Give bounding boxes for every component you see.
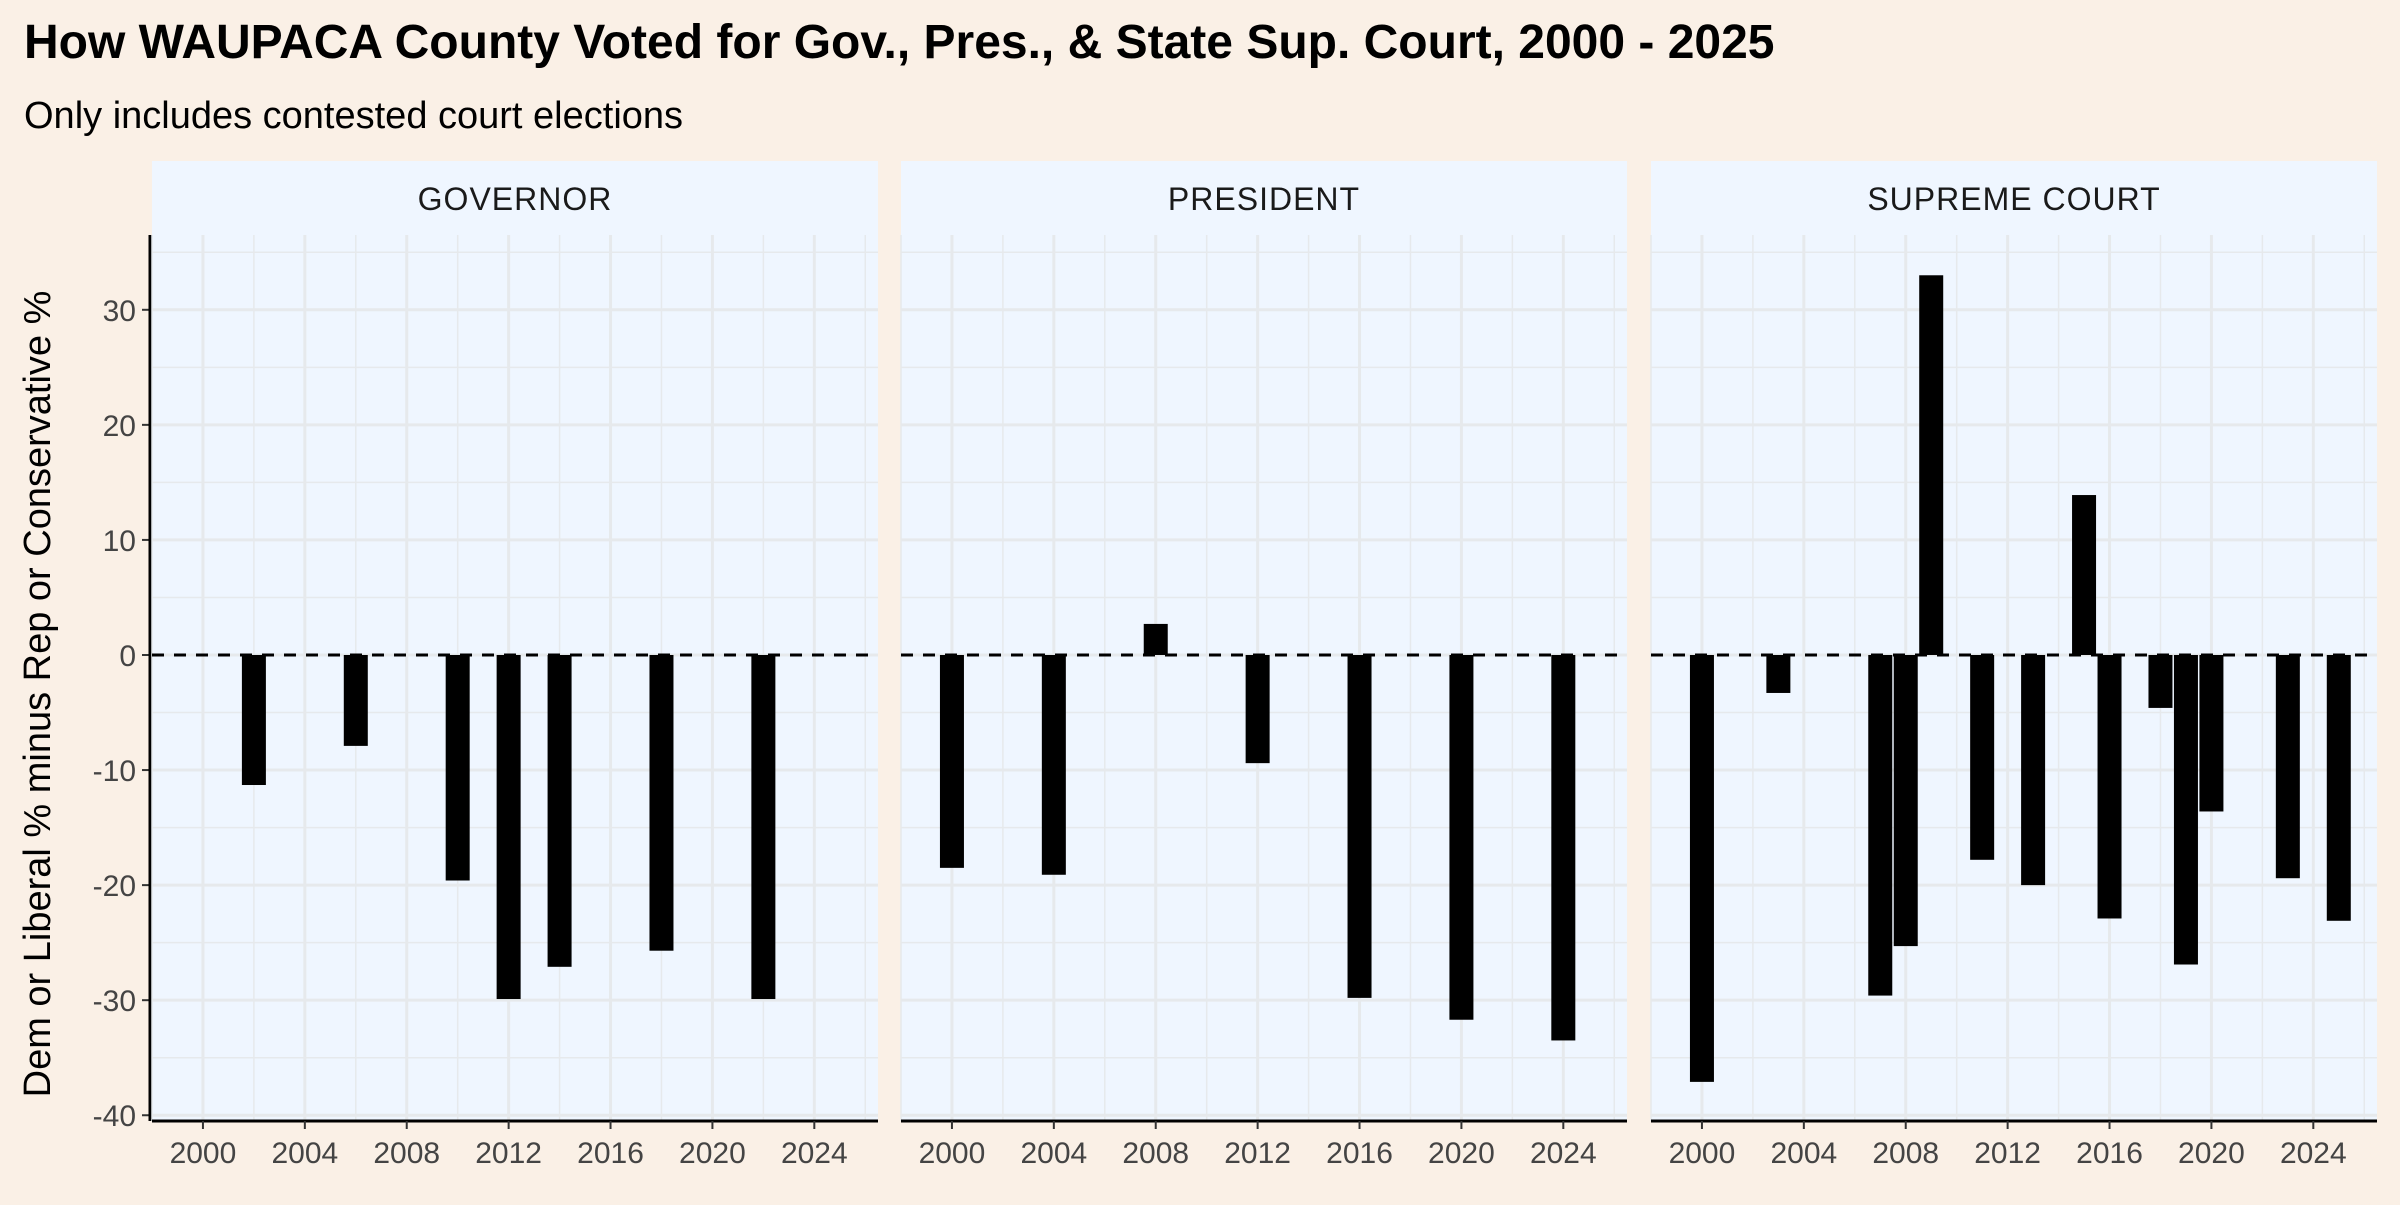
bar: [1347, 654, 1372, 998]
chart-title: How WAUPACA County Voted for Gov., Pres.…: [24, 16, 1775, 69]
facet-strip-label: PRESIDENT: [1168, 181, 1360, 217]
bar: [2148, 654, 2173, 708]
bar: [496, 654, 521, 1000]
bar: [2326, 654, 2351, 921]
y-tick-label: -20: [93, 870, 136, 903]
x-tick-label: 2000: [919, 1137, 986, 1170]
bar: [2275, 654, 2300, 879]
y-axis-label: Dem or Liberal % minus Rep or Conservati…: [17, 291, 59, 1098]
y-tick-label: -30: [93, 985, 136, 1018]
x-tick-label: 2024: [1530, 1137, 1597, 1170]
facet-strip: [152, 161, 878, 235]
bar: [2097, 654, 2122, 919]
bar: [1893, 654, 1918, 947]
x-tick-label: 2000: [1669, 1137, 1736, 1170]
bar: [1245, 654, 1270, 764]
bar: [751, 654, 776, 1000]
y-tick-label: 30: [103, 295, 136, 328]
facet-supreme-court: SUPREME COURT 2000 2004 2008 2012 2016 2020 202…: [1650, 161, 2377, 1170]
bar: [1868, 654, 1893, 996]
bar: [939, 654, 964, 868]
x-tick-label: 2004: [271, 1137, 338, 1170]
x-tick-label: 2000: [170, 1137, 237, 1170]
bar: [2021, 654, 2046, 886]
facet-strip-label: GOVERNOR: [418, 181, 613, 217]
bar: [1551, 654, 1576, 1041]
x-tick-label: 2016: [577, 1137, 644, 1170]
bar: [2072, 495, 2097, 655]
x-tick-label: 2016: [2076, 1137, 2143, 1170]
y-tick-label: 10: [103, 525, 136, 558]
facet-governor: GOVERNOR 2000 2004 2008 2012 2016 2020 2024: [151, 161, 878, 1170]
facet-president: PRESIDENT 2000 2004 2008 2012 2016 2020 2024: [900, 161, 1627, 1170]
facet-strip: [1651, 161, 2377, 235]
x-tick-label: 2012: [1974, 1137, 2041, 1170]
y-tick-label: 0: [119, 640, 136, 673]
bar: [1689, 654, 1714, 1082]
bar: [1919, 275, 1944, 655]
x-tick-label: 2008: [1122, 1137, 1189, 1170]
chart-subtitle: Only includes contested court elections: [24, 95, 683, 137]
x-tick-label: 2020: [2178, 1137, 2245, 1170]
bar: [649, 654, 674, 951]
facet-strip: [901, 161, 1627, 235]
bar: [241, 654, 266, 786]
x-tick-label: 2008: [1872, 1137, 1939, 1170]
facet-strip-label: SUPREME COURT: [1867, 181, 2160, 217]
x-tick-label: 2008: [373, 1137, 440, 1170]
x-tick-label: 2020: [1428, 1137, 1495, 1170]
y-tick-label: 20: [103, 410, 136, 443]
x-tick-label: 2012: [1224, 1137, 1291, 1170]
x-tick-label: 2020: [679, 1137, 746, 1170]
bar: [1041, 654, 1066, 875]
x-tick-label: 2012: [475, 1137, 542, 1170]
x-tick-label: 2024: [781, 1137, 848, 1170]
bar: [2199, 654, 2224, 812]
x-tick-label: 2016: [1326, 1137, 1393, 1170]
bar: [1766, 654, 1791, 693]
bar: [1970, 654, 1995, 860]
facet-panels: -40 -30 -20 -10 0 10 20 30 GOVERNOR 2000 2004 2008 2…: [93, 161, 2377, 1170]
bar: [2173, 654, 2198, 965]
y-tick-label: -40: [93, 1100, 136, 1133]
x-tick-label: 2004: [1020, 1137, 1087, 1170]
y-tick-label: -10: [93, 755, 136, 788]
bar: [547, 654, 572, 967]
bar: [445, 654, 470, 881]
bar: [1449, 654, 1474, 1020]
x-tick-label: 2024: [2280, 1137, 2347, 1170]
x-tick-label: 2004: [1770, 1137, 1837, 1170]
bar: [343, 654, 368, 746]
bar: [1143, 623, 1168, 655]
